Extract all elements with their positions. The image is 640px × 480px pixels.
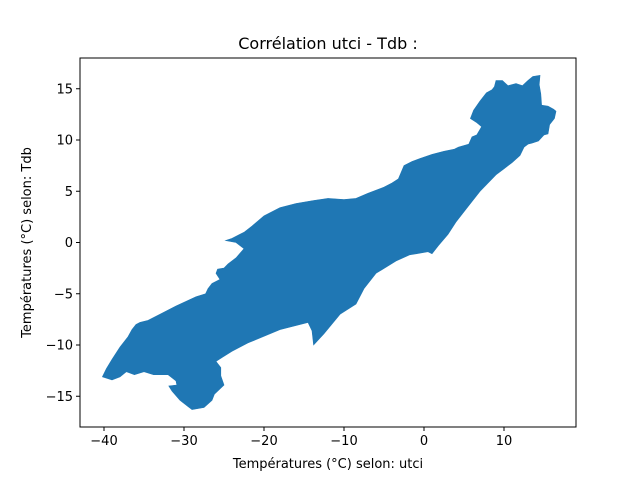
y-tick-label: −15 [46,390,73,405]
x-tick-label: −40 [90,434,117,449]
correlation-area-0 [101,75,557,410]
x-tick-label: 10 [496,434,513,449]
y-tick-label: −5 [54,287,73,302]
x-tick-label: 0 [420,434,428,449]
x-tick-label: −10 [330,434,357,449]
x-tick-label: −20 [250,434,277,449]
plot-area [101,75,557,410]
y-tick-label: 15 [56,82,73,97]
y-tick-label: −10 [46,339,73,354]
y-axis-ticks: −15 −10 −5 0 5 10 15 [46,82,80,405]
y-tick-label: 5 [65,185,73,200]
y-axis-label: Températures (°C) selon: Tdb [20,147,35,339]
x-axis-label: Températures (°C) selon: utci [232,457,423,472]
chart-title: Corrélation utci - Tdb : [238,34,417,53]
x-axis-ticks: −40 −30 −20 −10 0 10 [90,427,512,449]
y-tick-label: 10 [56,134,73,149]
x-tick-label: −30 [170,434,197,449]
y-tick-label: 0 [65,236,73,251]
